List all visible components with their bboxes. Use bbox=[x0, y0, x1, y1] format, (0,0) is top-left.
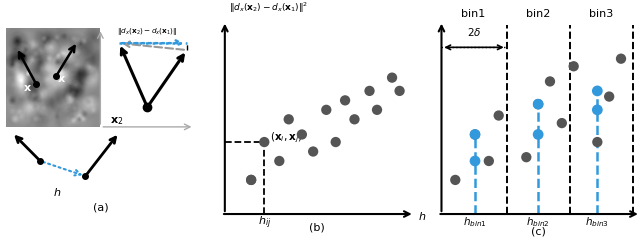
Text: $(\mathbf{x}_i, \mathbf{x}_j)$: $(\mathbf{x}_i, \mathbf{x}_j)$ bbox=[270, 131, 303, 145]
Point bbox=[259, 140, 269, 144]
Point bbox=[470, 159, 480, 163]
Point bbox=[521, 155, 531, 159]
Point bbox=[246, 178, 256, 182]
Point bbox=[470, 133, 480, 137]
Point bbox=[533, 102, 543, 106]
Point bbox=[372, 108, 382, 112]
Point bbox=[340, 98, 350, 102]
Point bbox=[364, 89, 374, 93]
Point bbox=[450, 178, 460, 182]
Text: (c): (c) bbox=[531, 227, 545, 237]
Point bbox=[604, 95, 614, 99]
Point bbox=[592, 89, 602, 93]
Point bbox=[246, 178, 256, 182]
Point bbox=[387, 76, 397, 80]
Point bbox=[533, 133, 543, 137]
Point bbox=[349, 117, 360, 121]
Text: $h_{ij}$: $h_{ij}$ bbox=[258, 215, 271, 231]
Text: $h_{bin1}$: $h_{bin1}$ bbox=[463, 215, 487, 229]
Point bbox=[284, 117, 294, 121]
Point bbox=[533, 102, 543, 106]
Point bbox=[470, 133, 480, 137]
Text: (b): (b) bbox=[309, 223, 324, 233]
Point bbox=[592, 140, 602, 144]
Point bbox=[321, 108, 332, 112]
Point bbox=[484, 159, 494, 163]
Point bbox=[568, 64, 579, 68]
Point bbox=[394, 89, 404, 93]
Point bbox=[616, 57, 626, 61]
Text: $2\delta$: $2\delta$ bbox=[467, 26, 481, 38]
Point bbox=[308, 150, 318, 154]
Point bbox=[557, 121, 567, 125]
Text: h: h bbox=[419, 212, 426, 222]
Text: $\mathbf{x}_i$: $\mathbf{x}_i$ bbox=[8, 115, 20, 127]
Text: $\|d_x(\mathbf{x}_2) - d_x(\mathbf{x}_1)\|^2$: $\|d_x(\mathbf{x}_2) - d_x(\mathbf{x}_1)… bbox=[228, 1, 308, 15]
Point bbox=[297, 133, 307, 137]
Point bbox=[592, 108, 602, 112]
Point bbox=[274, 159, 284, 163]
Text: (a): (a) bbox=[93, 202, 108, 212]
Text: $\mathbf{x}_2$: $\mathbf{x}_2$ bbox=[109, 115, 123, 127]
Point bbox=[331, 140, 341, 144]
Text: $h_{bin2}$: $h_{bin2}$ bbox=[526, 215, 550, 229]
Text: bin1: bin1 bbox=[461, 9, 485, 19]
Point bbox=[545, 79, 555, 83]
Text: $h_{bin3}$: $h_{bin3}$ bbox=[586, 215, 609, 229]
Text: $\|d_x(\mathbf{x}_2) - d_x(\mathbf{x}_1)\|$: $\|d_x(\mathbf{x}_2) - d_x(\mathbf{x}_1)… bbox=[117, 27, 177, 37]
Text: bin3: bin3 bbox=[589, 9, 613, 19]
Point bbox=[493, 114, 504, 118]
Text: bin2: bin2 bbox=[526, 9, 550, 19]
Text: $h$: $h$ bbox=[53, 185, 61, 198]
